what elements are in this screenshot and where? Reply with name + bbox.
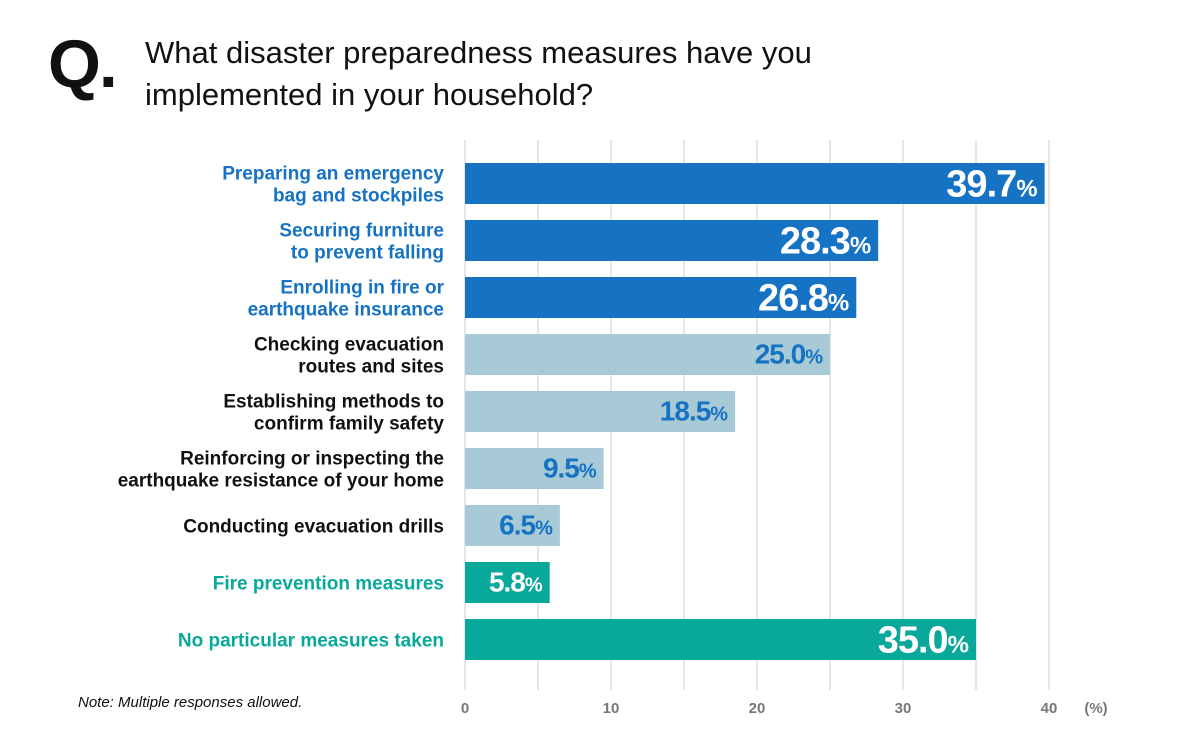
data-label: 5.8% [489, 567, 543, 598]
footnote: Note: Multiple responses allowed. [78, 694, 303, 711]
x-tick-label: 30 [895, 700, 912, 717]
x-tick-label: 0 [461, 700, 469, 717]
data-label: 18.5% [660, 396, 729, 427]
category-label: Checking evacuation routes and sites [254, 335, 444, 378]
data-label: 6.5% [499, 510, 553, 541]
x-axis-unit-label: (%) [1084, 700, 1107, 717]
category-label: Establishing methods to confirm family sa… [223, 392, 444, 435]
x-tick-label: 20 [749, 700, 766, 717]
data-label: 25.0% [755, 339, 824, 370]
x-tick-label: 40 [1041, 700, 1058, 717]
data-label: 35.0% [878, 620, 969, 662]
category-label: Preparing an emergency bag and stockpiles [222, 164, 444, 207]
bar [465, 277, 857, 318]
category-label: Enrolling in fire or earthquake insurance [248, 278, 445, 321]
bar [465, 448, 604, 489]
x-tick-label: 10 [603, 700, 620, 717]
chart-title-line-2: implemented in your household? [145, 77, 594, 112]
chart-title-line-1: What disaster preparedness measures have… [145, 35, 812, 70]
bar [465, 505, 560, 546]
data-label: 9.5% [543, 453, 597, 484]
category-label: Fire prevention measures [213, 574, 444, 595]
bar [465, 163, 1045, 204]
category-label: No particular measures taken [178, 631, 444, 652]
category-label: Securing furniture to prevent falling [279, 221, 444, 264]
category-label: Reinforcing or inspecting the earthquake … [118, 449, 444, 492]
bar [465, 220, 879, 261]
data-label: 26.8% [758, 278, 849, 320]
question-mark: Q. [48, 26, 118, 102]
bar [465, 619, 976, 660]
chart-title: What disaster preparedness measures have… [145, 32, 1005, 116]
bar [465, 562, 550, 603]
bar [465, 334, 830, 375]
bar [465, 391, 736, 432]
category-label: Conducting evacuation drills [183, 517, 444, 538]
data-label: 39.7% [946, 164, 1037, 206]
data-label: 28.3% [780, 221, 871, 263]
